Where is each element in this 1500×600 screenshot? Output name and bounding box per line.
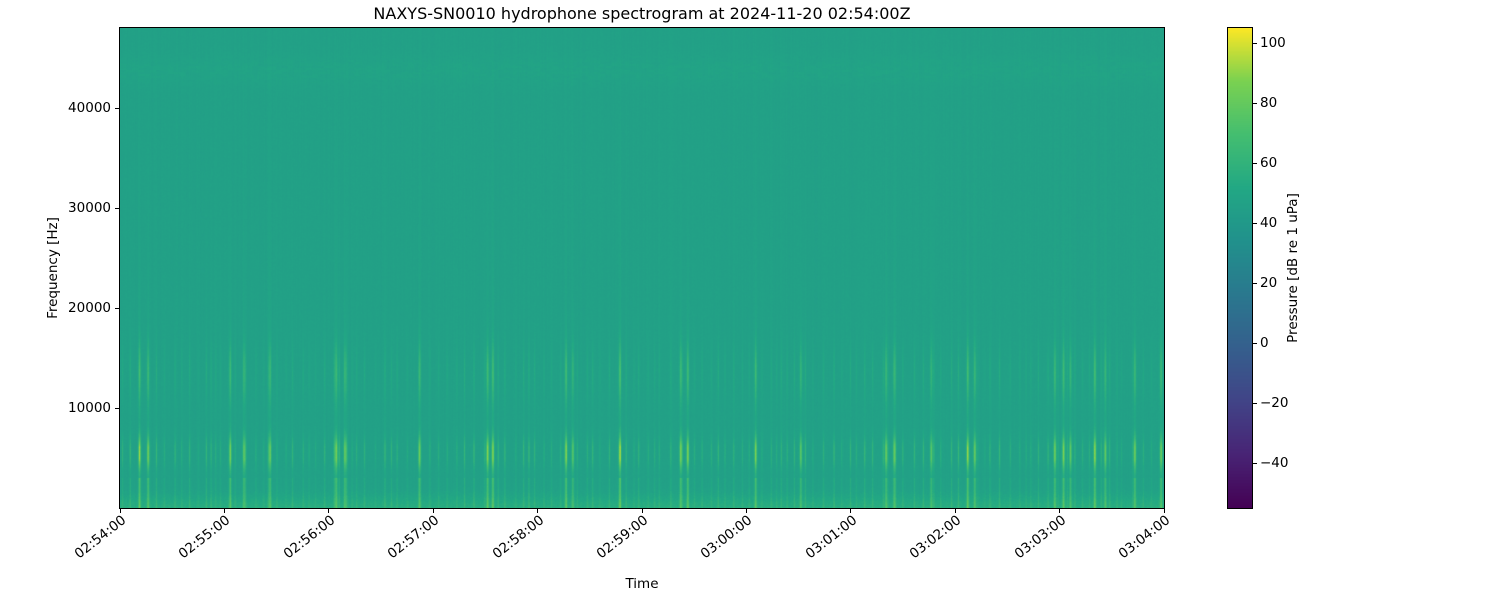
x-tick-mark [537, 509, 539, 513]
x-tick-mark [745, 509, 747, 513]
x-tick-label: 03:00:00 [697, 512, 756, 563]
colorbar-tick-label: −20 [1260, 395, 1289, 411]
y-tick-label: 10000 [68, 400, 111, 416]
x-axis-label: Time [625, 576, 659, 592]
x-tick-label: 03:04:00 [1115, 512, 1174, 563]
x-tick-label: 02:56:00 [280, 512, 339, 563]
x-tick-mark [119, 509, 121, 513]
spectrogram-heatmap [119, 27, 1165, 509]
x-tick-mark [1059, 509, 1061, 513]
colorbar-label-text: Pressure [dB re 1 uPa] [1285, 193, 1301, 343]
y-tick-mark [115, 207, 119, 209]
y-tick-label: 20000 [68, 300, 111, 316]
colorbar-tick-mark [1253, 282, 1257, 284]
colorbar-tick-label: −40 [1260, 455, 1289, 471]
x-tick-mark [641, 509, 643, 513]
chart-title: NAXYS-SN0010 hydrophone spectrogram at 2… [373, 4, 911, 23]
x-tick-mark [223, 509, 225, 513]
x-tick-mark [954, 509, 956, 513]
colorbar-gradient [1227, 27, 1253, 509]
x-tick-label: 03:01:00 [802, 512, 861, 563]
colorbar-tick-mark [1253, 222, 1257, 224]
colorbar-tick-label: 60 [1260, 155, 1278, 171]
colorbar-tick-mark [1253, 402, 1257, 404]
colorbar-tick-label: 80 [1260, 95, 1278, 111]
colorbar-tick-label: 0 [1260, 335, 1269, 351]
x-tick-mark [850, 509, 852, 513]
x-tick-label: 02:55:00 [175, 512, 234, 563]
x-tick-label: 02:57:00 [384, 512, 443, 563]
colorbar-tick-mark [1253, 342, 1257, 344]
x-tick-mark [432, 509, 434, 513]
colorbar-tick-label: 100 [1260, 35, 1286, 51]
x-tick-mark [328, 509, 330, 513]
colorbar-tick-mark [1253, 102, 1257, 104]
x-tick-label: 02:54:00 [71, 512, 130, 563]
y-tick-mark [115, 307, 119, 309]
x-tick-label: 02:59:00 [593, 512, 652, 563]
y-tick-label: 40000 [68, 100, 111, 116]
x-tick-label: 03:02:00 [906, 512, 965, 563]
colorbar-tick-label: 20 [1260, 275, 1278, 291]
colorbar-tick-mark [1253, 162, 1257, 164]
y-tick-mark [115, 107, 119, 109]
x-tick-label: 03:03:00 [1011, 512, 1069, 563]
colorbar-tick-mark [1253, 462, 1257, 464]
y-tick-label: 30000 [68, 200, 111, 216]
x-tick-label: 02:58:00 [489, 512, 547, 563]
colorbar-tick-mark [1253, 42, 1257, 44]
colorbar-tick-label: 40 [1260, 215, 1278, 231]
x-tick-mark [1163, 509, 1165, 513]
y-tick-mark [115, 407, 119, 409]
